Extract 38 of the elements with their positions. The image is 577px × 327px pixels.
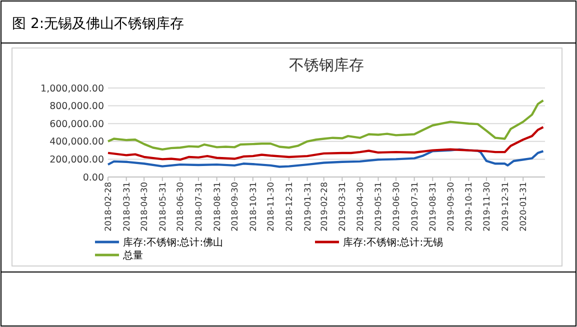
x-tick-label: 2019-10-31: [464, 182, 475, 232]
x-tick-label: 2019-07-31: [410, 182, 420, 232]
x-tick-label: 2018-03-31: [122, 182, 132, 232]
x-tick-label: 2018-02-28: [104, 182, 114, 232]
x-tick-label: 2019-06-30: [392, 182, 402, 232]
x-tick-label: 2019-08-31: [428, 182, 439, 232]
x-tick-label: 2018-08-31: [212, 182, 223, 232]
x-tick-label: 2019-09-30: [446, 182, 456, 232]
x-tick-label: 2019-12-31: [500, 182, 511, 232]
x-tick-label: 2018-05-31: [158, 182, 168, 232]
x-tick-label: 2019-11-30: [482, 182, 492, 232]
y-tick-label: 800,000.00: [50, 101, 104, 112]
y-tick-label: 1,000,000.00: [40, 83, 104, 94]
x-tick-label: 2019-01-31: [303, 182, 314, 232]
legend-label: 库存:不锈钢:总计:佛山: [123, 236, 224, 248]
chart-subtitle: 图 2:无锡及佛山不锈钢库存: [12, 16, 184, 32]
x-tick-label: 2018-12-31: [284, 182, 295, 232]
x-tick-label: 2018-11-30: [266, 182, 277, 232]
line-series: [106, 99, 544, 151]
x-tick-label: 2018-04-30: [140, 182, 150, 232]
x-tick-label: 2018-06-30: [176, 182, 186, 232]
x-tick-label: 2018-07-31: [194, 182, 204, 232]
legend-label: 总量: [122, 250, 143, 262]
chart-title: 不锈钢库存: [289, 56, 364, 74]
line-series: [106, 148, 544, 168]
x-tick-label: 2019-04-30: [356, 182, 366, 232]
line-series: [106, 126, 544, 161]
y-tick-label: 400,000.00: [50, 136, 104, 148]
x-tick-label: 2020-01-31: [519, 182, 530, 232]
x-tick-label: 2019-03-31: [338, 182, 348, 232]
y-tick-label: 0.00: [82, 172, 104, 184]
x-tick-label: 2018-09-30: [230, 182, 241, 232]
y-tick-label: 600,000.00: [50, 118, 104, 130]
x-tick-label: 2019-05-31: [374, 182, 384, 232]
legend-label: 库存:不锈钢:总计:无锡: [343, 236, 444, 248]
y-tick-label: 200,000.00: [50, 154, 104, 166]
x-tick-label: 2019-02-28: [320, 182, 330, 232]
x-tick-label: 2018-10-31: [248, 182, 259, 232]
